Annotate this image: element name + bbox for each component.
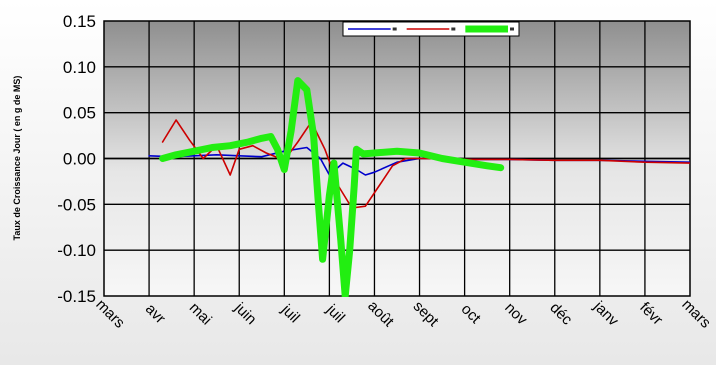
legend	[342, 21, 520, 37]
y-tick-label: -0.05	[57, 195, 96, 214]
y-tick-label: -0.10	[57, 241, 96, 260]
y-tick-labels: 0.15 0.10 0.05 0.00 -0.05 -0.10 -0.15	[57, 12, 96, 306]
y-axis-label: Taux de Croissance Jour ( en g de MS)	[12, 76, 22, 241]
y-tick-label: 0.15	[63, 12, 96, 31]
series-line-3	[159, 77, 505, 297]
legend-marker-3	[510, 27, 514, 31]
y-tick-label: 0.05	[63, 104, 96, 123]
series-group	[148, 77, 690, 297]
y-tick-label: 0.10	[63, 58, 96, 77]
legend-marker-2	[451, 27, 456, 31]
y-tick-label: 0.00	[63, 150, 96, 169]
legend-marker-1	[392, 27, 397, 31]
y-tick-label: -0.15	[57, 287, 96, 306]
